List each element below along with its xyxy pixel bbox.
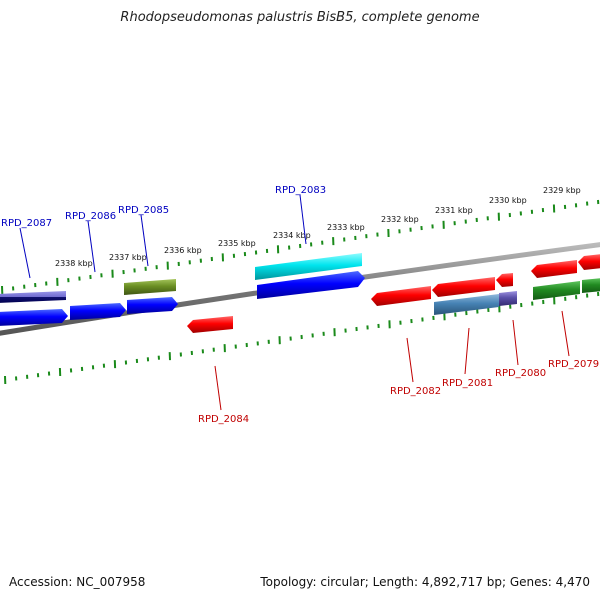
leader-line [140, 214, 149, 267]
tick-label: 2333 kbp [327, 223, 365, 232]
gene-label-rpd2087[interactable]: RPD_2087 [1, 218, 52, 229]
leader-line [19, 227, 31, 279]
leader-line [464, 327, 470, 375]
tick-label: 2330 kbp [489, 196, 527, 205]
tick-row-top [1, 199, 600, 295]
gene-arrow-rpd2085[interactable] [124, 279, 176, 295]
accession-text: Accession: NC_007958 [9, 575, 146, 589]
gene-arrow-rpd2079[interactable] [531, 260, 577, 278]
gene-label-rpd2085[interactable]: RPD_2085 [118, 205, 169, 216]
gene-arrow-rpd2081[interactable] [434, 294, 499, 315]
gene-arrow-rpd2083[interactable] [255, 253, 362, 280]
gene-label-rpd2086[interactable]: RPD_2086 [65, 211, 116, 222]
leader-line [512, 319, 519, 366]
bottom-gene-labels: RPD_2084 RPD_2082 RPD_2081 RPD_2080 RPD_… [198, 359, 599, 425]
tick-label: 2336 kbp [164, 246, 202, 255]
leader-line [214, 365, 222, 411]
gene-label-rpd2084[interactable]: RPD_2084 [198, 414, 249, 425]
top-gene-labels: RPD_2087 RPD_2086 RPD_2085 RPD_2083 [1, 185, 326, 229]
gene-arrow[interactable] [582, 278, 600, 293]
gene-arrow-rpd2082[interactable] [371, 286, 431, 306]
gene-label-rpd2081[interactable]: RPD_2081 [442, 378, 493, 389]
tick-labels: 2329 kbp 2330 kbp 2331 kbp 2332 kbp 2333… [55, 186, 581, 268]
gene-arrow[interactable] [0, 309, 68, 326]
gene-arrow[interactable] [533, 281, 580, 300]
gene-label-rpd2082[interactable]: RPD_2082 [390, 386, 441, 397]
leader-line [406, 337, 414, 383]
gene-label-rpd2083[interactable]: RPD_2083 [275, 185, 326, 196]
gene-arrow[interactable] [127, 297, 178, 314]
tick-label: 2329 kbp [543, 186, 581, 195]
gene-arrow-rpd2086[interactable] [70, 303, 126, 320]
map-title: Rhodopseudomonas palustris BisB5, comple… [120, 10, 480, 25]
tick-label: 2331 kbp [435, 206, 473, 215]
reverse-genes [187, 254, 600, 333]
gene-arrow-rpd2087[interactable] [0, 291, 66, 303]
gene-arrow-rpd2080[interactable] [499, 291, 517, 306]
gene-label-rpd2079[interactable]: RPD_2079 [548, 359, 599, 370]
label-leaders [19, 194, 570, 411]
gene-arrow[interactable] [432, 277, 495, 297]
tick-label: 2334 kbp [273, 231, 311, 240]
tick-row-bottom [4, 291, 600, 385]
gene-label-rpd2080[interactable]: RPD_2080 [495, 368, 546, 379]
gene-arrow[interactable] [257, 271, 365, 299]
leader-line [299, 194, 307, 245]
genome-summary-text: Topology: circular; Length: 4,892,717 bp… [260, 575, 590, 589]
gene-arrow[interactable] [496, 273, 513, 287]
gene-arrow[interactable] [578, 254, 600, 270]
tick-label: 2338 kbp [55, 259, 93, 268]
forward-genes [0, 253, 365, 326]
gene-arrow-rpd2084[interactable] [187, 316, 233, 333]
leader-line [561, 310, 570, 357]
tick-label: 2337 kbp [109, 253, 147, 262]
leader-line [87, 220, 96, 273]
tick-label: 2332 kbp [381, 215, 419, 224]
tick-label: 2335 kbp [218, 239, 256, 248]
